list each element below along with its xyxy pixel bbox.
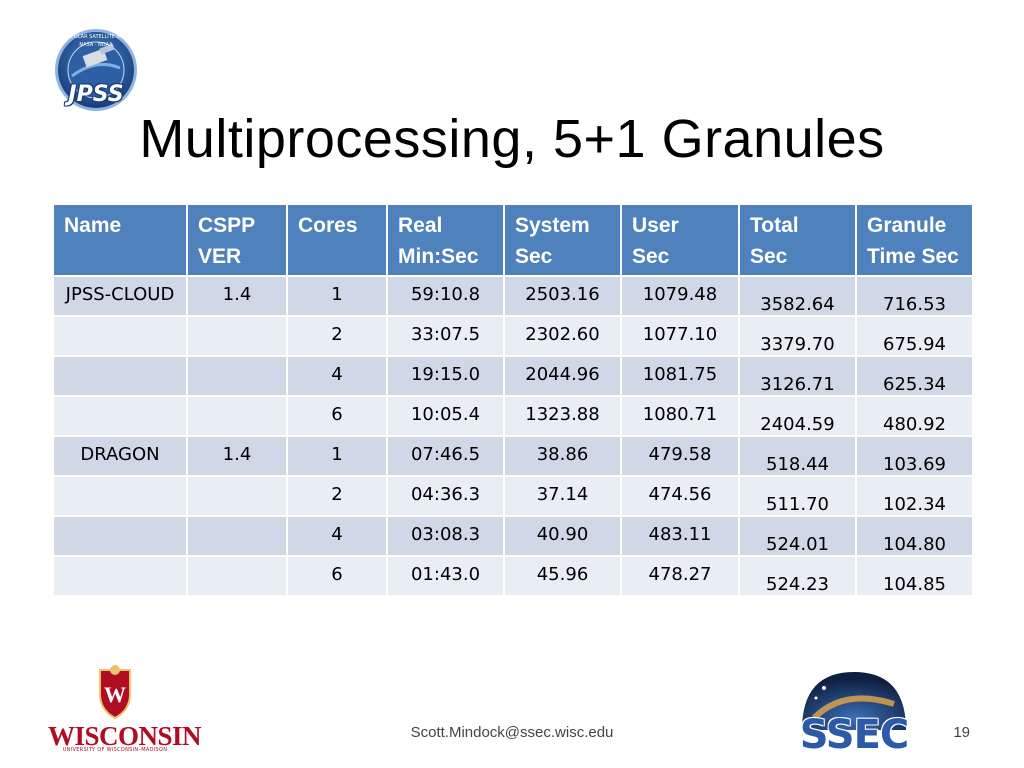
cell-system: 37.14 [503,475,622,517]
cell-real: 19:15.0 [386,355,505,397]
cell-cores: 1 [286,275,388,317]
jpss-logo: JOINT POLAR SATELLITE SYSTEM NASA · NOAA… [50,28,142,114]
cell-total: 511.70 [738,475,857,517]
cell-granule-time: 625.34 [855,355,974,397]
cell-cores: 2 [286,315,388,357]
cell-cspp-ver [186,355,288,397]
cell-system: 2302.60 [503,315,622,357]
cell-system: 2503.16 [503,275,622,317]
table-row: 2 33:07.5 2302.60 1077.10 3379.70 675.94 [52,315,974,357]
cell-user: 474.56 [620,475,740,517]
uw-logo-text: WISCONSIN [48,721,202,751]
cell-cores: 2 [286,475,388,517]
uw-crest-letter: W [104,682,126,707]
header-user: User Sec [620,203,740,277]
cell-user: 1079.48 [620,275,740,317]
table-row: 6 10:05.4 1323.88 1080.71 2404.59 480.92 [52,395,974,437]
ssec-logo: SSEC [794,668,914,758]
cell-granule-time: 675.94 [855,315,974,357]
cell-name [52,555,188,597]
header-cores: Cores [286,203,388,277]
cell-cores: 4 [286,355,388,397]
cell-system: 1323.88 [503,395,622,437]
header-name: Name [52,203,188,277]
cell-real: 33:07.5 [386,315,505,357]
cell-cspp-ver [186,475,288,517]
header-granule-time: Granule Time Sec [855,203,974,277]
header-real: Real Min:Sec [386,203,505,277]
cell-granule-time: 104.85 [855,555,974,597]
cell-system: 38.86 [503,435,622,477]
table-row: 4 19:15.0 2044.96 1081.75 3126.71 625.34 [52,355,974,397]
cell-total: 3126.71 [738,355,857,397]
cell-total: 524.23 [738,555,857,597]
cell-user: 479.58 [620,435,740,477]
cell-granule-time: 104.80 [855,515,974,557]
performance-table: Name CSPP VER Cores Real Min:Sec System Sec… [52,203,974,597]
cell-system: 40.90 [503,515,622,557]
cell-granule-time: 716.53 [855,275,974,317]
table-row: DRAGON 1.4 1 07:46.5 38.86 479.58 518.44 103.69 [52,435,974,477]
header-total: Total Sec [738,203,857,277]
footer-email: Scott.Mindock@ssec.wisc.edu [410,724,614,741]
cell-real: 03:08.3 [386,515,505,557]
cell-granule-time: 102.34 [855,475,974,517]
cell-cspp-ver: 1.4 [186,435,288,477]
cell-name [52,315,188,357]
cell-name [52,515,188,557]
cell-name: JPSS-CLOUD [52,275,188,317]
cell-total: 524.01 [738,515,857,557]
cell-total: 2404.59 [738,395,857,437]
cell-system: 45.96 [503,555,622,597]
cell-cores: 1 [286,435,388,477]
cell-cores: 6 [286,555,388,597]
cell-user: 1080.71 [620,395,740,437]
uw-logo-subtext: UNIVERSITY OF WISCONSIN–MADISON [62,747,168,753]
slide-number: 19 [953,724,970,741]
cell-real: 04:36.3 [386,475,505,517]
cell-name [52,395,188,437]
header-system: System Sec [503,203,622,277]
cell-real: 59:10.8 [386,275,505,317]
cell-name [52,475,188,517]
cell-cspp-ver: 1.4 [186,275,288,317]
cell-real: 10:05.4 [386,395,505,437]
cell-total: 3582.64 [738,275,857,317]
jpss-logo-text: JPSS [68,82,124,107]
table-row: 2 04:36.3 37.14 474.56 511.70 102.34 [52,475,974,517]
slide-title: Multiprocessing, 5+1 Granules [139,109,885,169]
cell-granule-time: 103.69 [855,435,974,477]
uw-crest-icon: W [99,665,131,720]
table-body: JPSS-CLOUD 1.4 1 59:10.8 2503.16 1079.48 3582.… [52,275,974,597]
ssec-globe-icon [802,672,906,730]
table-row: 6 01:43.0 45.96 478.27 524.23 104.85 [52,555,974,597]
cell-cspp-ver [186,395,288,437]
cell-cspp-ver [186,315,288,357]
cell-real: 07:46.5 [386,435,505,477]
jpss-ring-text: JOINT POLAR SATELLITE SYSTEM [55,34,137,40]
table-header-row: Name CSPP VER Cores Real Min:Sec System Sec… [52,203,974,277]
cell-total: 3379.70 [738,315,857,357]
cell-user: 478.27 [620,555,740,597]
table-row: JPSS-CLOUD 1.4 1 59:10.8 2503.16 1079.48 3582.… [52,275,974,317]
cell-cores: 4 [286,515,388,557]
cell-user: 1077.10 [620,315,740,357]
cell-user: 1081.75 [620,355,740,397]
uw-madison-logo: W WISCONSIN UNIVERSITY OF WISCONSIN–MADI… [48,664,202,756]
table-row: 4 03:08.3 40.90 483.11 524.01 104.80 [52,515,974,557]
cell-real: 01:43.0 [386,555,505,597]
cell-cores: 6 [286,395,388,437]
cell-cspp-ver [186,555,288,597]
cell-name [52,355,188,397]
cell-cspp-ver [186,515,288,557]
cell-name: DRAGON [52,435,188,477]
header-cspp-ver: CSPP VER [186,203,288,277]
jpss-ring-subtext: NASA · NOAA [79,42,113,48]
cell-granule-time: 480.92 [855,395,974,437]
cell-user: 483.11 [620,515,740,557]
cell-system: 2044.96 [503,355,622,397]
ssec-logo-text: SSEC [799,712,910,758]
cell-total: 518.44 [738,435,857,477]
jpss-emblem-icon: JOINT POLAR SATELLITE SYSTEM NASA · NOAA [55,29,137,111]
